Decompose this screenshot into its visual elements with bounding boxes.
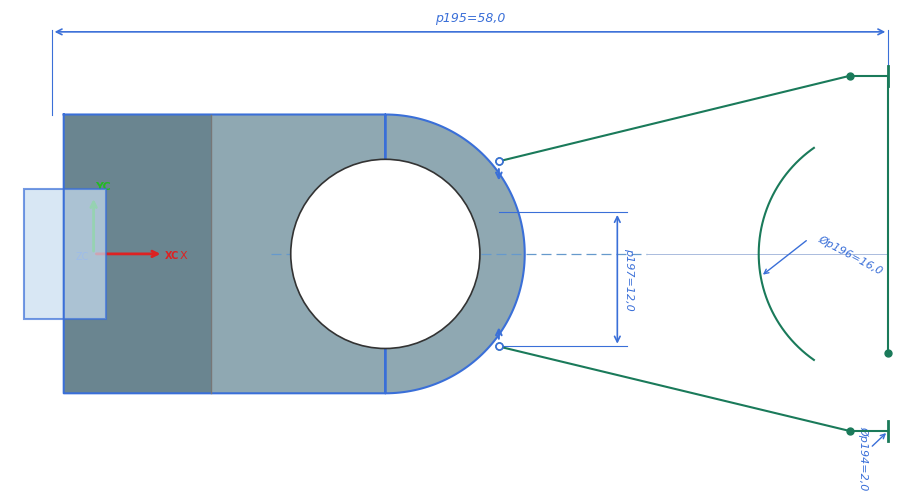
Text: XC: XC [165, 251, 180, 261]
Bar [24, 189, 105, 319]
Circle shape [290, 159, 480, 348]
Text: p197=12,0: p197=12,0 [624, 248, 634, 311]
Text: Øp196=16,0: Øp196=16,0 [817, 234, 884, 276]
Text: Øp194=2,0: Øp194=2,0 [858, 426, 869, 490]
Text: YC: YC [96, 182, 112, 192]
Text: ZC: ZC [76, 252, 89, 262]
Text: X: X [179, 251, 187, 261]
Text: p195=58,0: p195=58,0 [435, 12, 505, 25]
Polygon shape [211, 114, 525, 393]
Polygon shape [64, 114, 211, 393]
